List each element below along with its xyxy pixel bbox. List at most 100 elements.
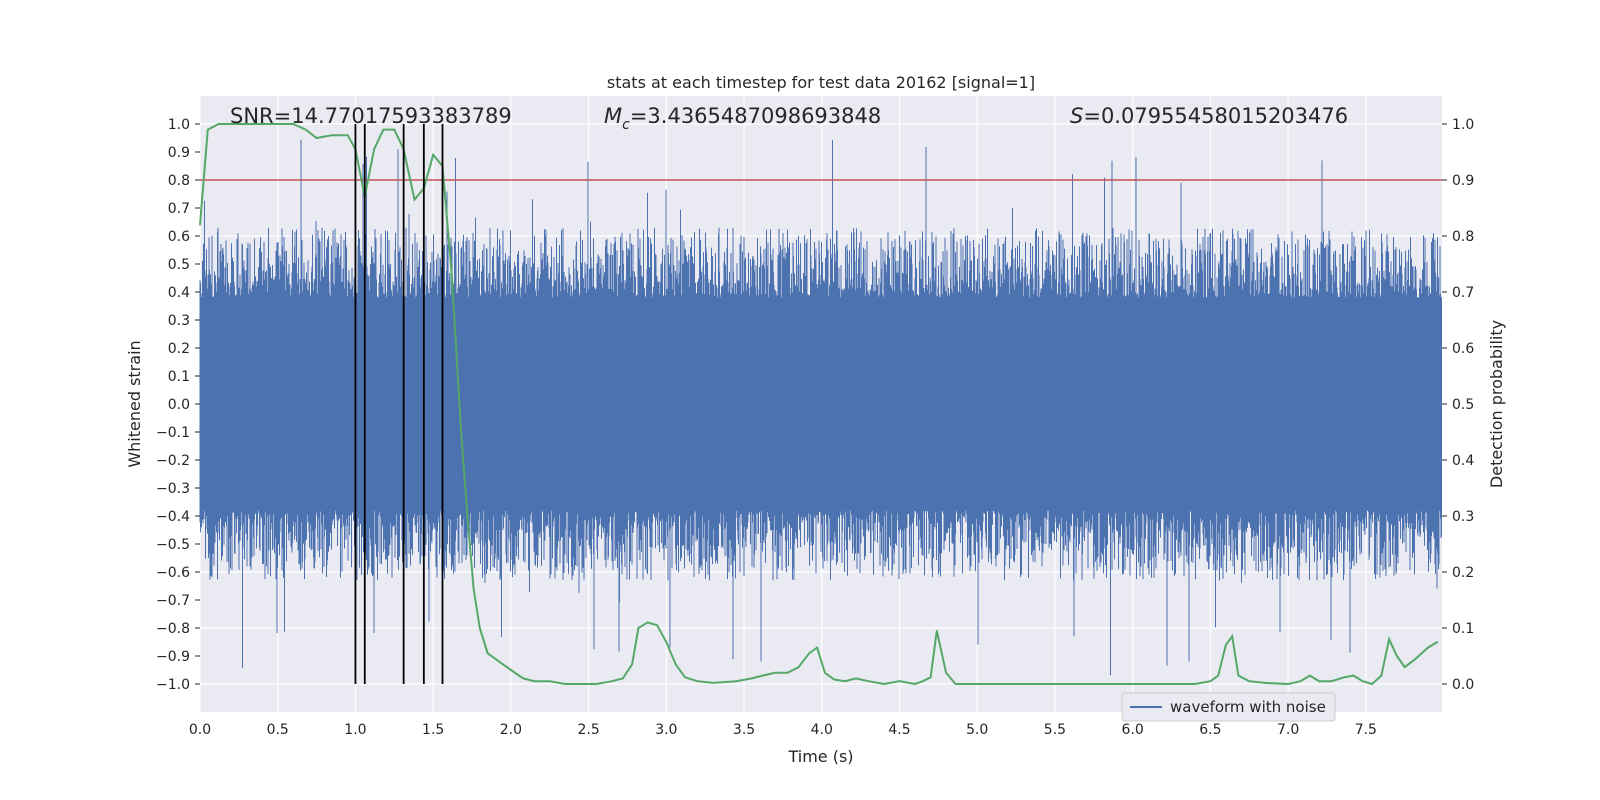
detection-probability-point	[382, 128, 385, 131]
y-tick-label: 0.7	[168, 201, 190, 217]
detection-probability-point	[712, 682, 714, 684]
detection-probability-point	[1414, 658, 1417, 660]
detection-probability-point	[486, 652, 489, 654]
detection-probability-point	[1225, 644, 1227, 646]
x-tick-label: 6.0	[1122, 722, 1144, 738]
detection-probability-point	[954, 683, 957, 685]
detection-probability-point	[1371, 683, 1373, 685]
detection-probability-point	[466, 515, 469, 517]
detection-probability-point	[646, 621, 649, 624]
detection-probability-point	[1237, 674, 1240, 677]
tick-labels: 0.0 0.5 1.0 1.5 2.0 2.5 3.0 3.5 4.0 4.5 5.0 5.5 6.0 6…	[156, 117, 1474, 738]
detection-probability-point	[631, 663, 633, 666]
y-tick-label: 0.3	[168, 313, 190, 329]
y-tick-label: −0.8	[156, 621, 190, 637]
detection-probability-point	[844, 680, 846, 682]
y-tick-label: 0.9	[168, 145, 190, 161]
y-tick-label: 0.1	[168, 369, 190, 385]
detection-probability-point	[622, 677, 624, 680]
detection-probability-point	[1287, 683, 1289, 685]
x-tick-label: 7.5	[1355, 722, 1377, 738]
s-value: =0.07955458015203476	[1083, 104, 1348, 128]
detection-probability-point	[761, 674, 764, 677]
detection-probability-point	[968, 683, 971, 685]
s-annotation: S=0.07955458015203476	[1070, 104, 1348, 128]
detection-probability-point	[914, 683, 916, 685]
detection-probability-point	[1436, 641, 1439, 643]
detection-probability-point	[510, 669, 512, 671]
detection-probability-point	[611, 680, 613, 682]
detection-probability-point	[472, 588, 475, 590]
detection-probability-point	[833, 678, 836, 681]
detection-probability-point	[1100, 683, 1103, 685]
detection-probability-point	[206, 128, 209, 131]
detection-probability-point	[315, 137, 318, 139]
detection-probability-point	[1007, 683, 1010, 685]
detection-probability-point	[816, 646, 818, 649]
detection-probability-point	[1231, 635, 1233, 638]
y-right-tick-label: 0.6	[1452, 341, 1474, 357]
detection-probability-point	[637, 627, 640, 629]
x-tick-label: 3.5	[733, 722, 755, 738]
y-right-tick-label: 0.2	[1452, 565, 1474, 581]
y-right-tick-label: 0.8	[1452, 229, 1474, 245]
detection-probability-point	[945, 672, 947, 674]
detection-probability-point	[1263, 682, 1266, 684]
detection-probability-point	[824, 672, 826, 674]
chart-title: stats at each timestep for test data 201…	[607, 73, 1035, 92]
detection-probability-point	[451, 274, 453, 277]
detection-probability-point	[936, 630, 938, 632]
y-right-tick-label: 0.7	[1452, 285, 1474, 301]
y-tick-label: 1.0	[168, 117, 190, 133]
y-tick-label: −0.3	[156, 481, 190, 497]
detection-probability-point	[751, 677, 753, 680]
x-tick-label: 7.0	[1277, 722, 1299, 738]
detection-probability-point	[1217, 674, 1219, 677]
detection-probability-point	[292, 123, 295, 125]
detection-probability-point	[494, 658, 497, 660]
y-tick-label: 0.6	[168, 229, 190, 245]
y-tick-label: 0.4	[168, 285, 190, 301]
detection-probability-point	[808, 652, 811, 654]
marker-lines	[354, 124, 444, 684]
y-tick-label: −0.9	[156, 649, 190, 665]
detection-probability-point	[261, 123, 263, 125]
x-tick-label: 1.0	[344, 722, 366, 738]
detection-probability-point	[304, 128, 307, 131]
y-right-tick-label: 0.4	[1452, 453, 1474, 469]
y-tick-label: −0.1	[156, 425, 190, 441]
detection-probability-point	[1352, 674, 1355, 677]
detection-probability-point	[533, 680, 536, 682]
x-tick-label: 2.5	[577, 722, 599, 738]
y-tick-label: −0.5	[156, 537, 190, 553]
detection-probability-point	[883, 683, 885, 685]
detection-probability-point	[797, 666, 800, 668]
y-right-tick-label: 1.0	[1452, 117, 1474, 133]
detection-probability-point	[929, 676, 932, 679]
x-tick-label: 4.5	[888, 722, 910, 738]
detection-probability-point	[373, 148, 375, 150]
y-right-tick-label: 0.9	[1452, 173, 1474, 189]
detection-probability-point	[1299, 680, 1302, 682]
detection-probability-point	[898, 680, 901, 682]
y-tick-label: −1.0	[156, 677, 190, 693]
detection-probability-point	[478, 627, 481, 629]
y-tick-label: −0.6	[156, 565, 190, 581]
s-symbol: S	[1070, 104, 1083, 128]
chirp-mass-symbol: M	[604, 104, 622, 128]
detection-probability-point	[1396, 655, 1398, 657]
detection-probability-point	[684, 676, 686, 679]
detection-probability-point	[230, 123, 232, 125]
detection-probability-point	[1318, 680, 1320, 682]
detection-probability-point	[1380, 674, 1383, 677]
y-tick-label: 0.8	[168, 173, 190, 189]
detection-probability-point	[1343, 676, 1345, 679]
y-tick-label: −0.7	[156, 593, 190, 609]
detection-probability-point	[1330, 680, 1333, 682]
detection-probability-point	[1427, 646, 1429, 649]
y-right-tick-label: 0.3	[1452, 509, 1474, 525]
detection-probability-point	[774, 672, 776, 674]
legend: waveform with noise	[1121, 692, 1336, 722]
detection-probability-point	[276, 123, 279, 125]
y-axis-label: Whitened strain	[125, 340, 144, 467]
